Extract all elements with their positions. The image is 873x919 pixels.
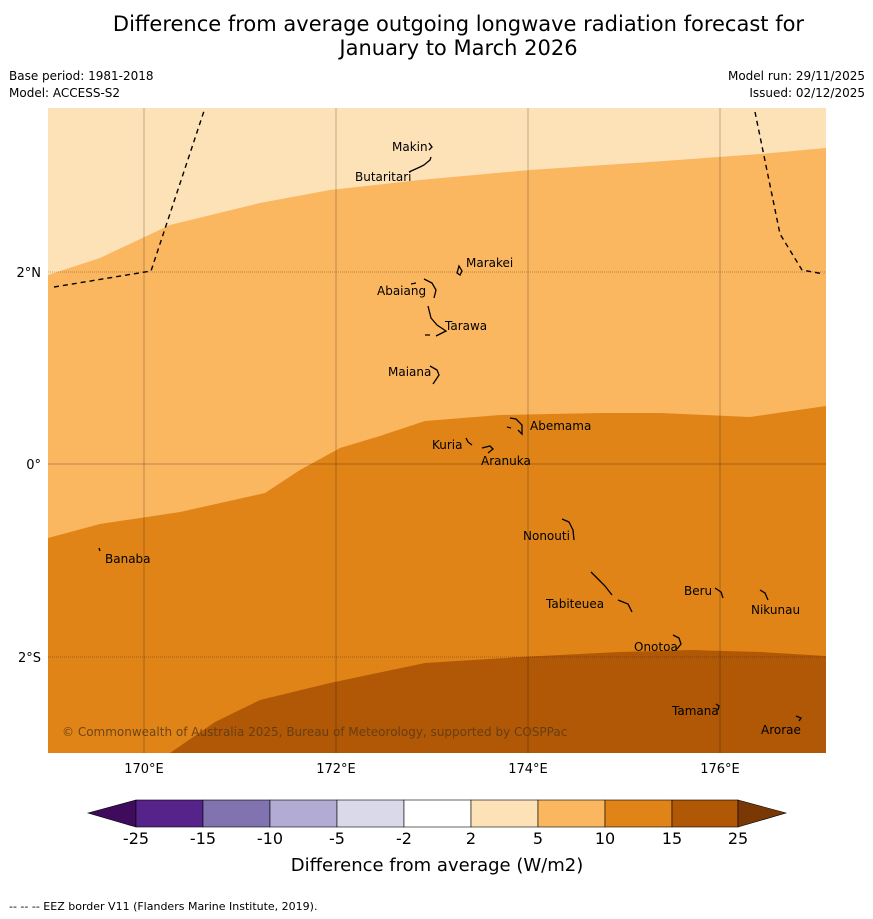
lat-label-2s: 2°S <box>18 651 41 666</box>
island-outlines <box>98 142 802 722</box>
lon-label-170e: 170°E <box>124 762 164 777</box>
colorbar-swatch-5 <box>403 799 472 828</box>
map-area: Makin Butaritari Marakei Abaiang Tarawa … <box>48 108 826 753</box>
eez-footnote: -- -- -- EEZ border V11 (Flanders Marine… <box>9 900 318 913</box>
island-label-tarawa: Tarawa <box>444 319 487 333</box>
island-shape-butaritari <box>408 156 432 173</box>
colorbar-legend: -25 -15 -10 -5 -2 2 5 10 15 25 Differenc… <box>86 799 788 876</box>
colorbar-tick: 5 <box>533 829 543 848</box>
island-label-abemama: Abemama <box>530 419 591 433</box>
colorbar-tick: -2 <box>396 829 412 848</box>
lon-label-174e: 174°E <box>508 762 548 777</box>
colorbar-swatch-8 <box>604 799 673 828</box>
island-label-butaritari: Butaritari <box>355 170 412 184</box>
colorbar-tick: -15 <box>190 829 216 848</box>
meta-right: Model run: 29/11/2025 Issued: 02/12/2025 <box>728 68 865 102</box>
meta-left: Base period: 1981-2018 Model: ACCESS-S2 <box>9 68 154 102</box>
island-label-onotoa: Onotoa <box>634 640 678 654</box>
island-shape-kuria <box>465 437 473 446</box>
colorbar-swatch-9 <box>671 799 739 828</box>
island-label-makin: Makin <box>392 140 428 154</box>
colorbar-swatch-6 <box>470 799 539 828</box>
island-label-maiana: Maiana <box>388 365 431 379</box>
colorbar-swatch-1 <box>135 799 204 828</box>
island-shape-tabiteuea <box>590 571 633 613</box>
colorbar-tick: 2 <box>466 829 476 848</box>
island-shape-makin <box>428 142 433 151</box>
colorbar-swatch-2 <box>202 799 271 828</box>
island-label-tamana: Tamana <box>671 704 719 718</box>
island-label-banaba: Banaba <box>105 552 151 566</box>
island-shape-nonouti <box>561 518 575 541</box>
band-15-to-25 <box>170 650 826 753</box>
island-shape-tarawa <box>425 305 448 337</box>
island-label-tabiteuea: Tabiteuea <box>545 597 604 611</box>
colorbar-tick: 10 <box>595 829 615 848</box>
colorbar-title: Difference from average (W/m2) <box>291 855 583 876</box>
island-shape-banaba <box>98 547 101 552</box>
island-label-kuria: Kuria <box>432 438 463 452</box>
island-shape-abaiang <box>410 278 437 299</box>
lat-label-0: 0° <box>26 458 41 473</box>
map-title: Difference from average outgoing longwav… <box>0 12 873 60</box>
colorbar-swatch-3 <box>269 799 338 828</box>
lat-label-2n: 2°N <box>17 266 42 281</box>
eez-border-east <box>754 111 825 275</box>
island-label-nonouti: Nonouti <box>523 529 570 543</box>
colorbar-extend-low <box>86 799 137 828</box>
axis-labels: 2°N 0° 2°S 170°E 172°E 174°E 176°E <box>17 266 740 777</box>
colorbar-tick: 25 <box>728 829 748 848</box>
graticule <box>48 108 826 753</box>
lon-label-172e: 172°E <box>316 762 356 777</box>
title-line-1: Difference from average outgoing longwav… <box>112 12 805 36</box>
colorbar-tick: 15 <box>662 829 682 848</box>
island-shape-maiana <box>429 365 440 385</box>
colorbar-extend-high <box>737 799 788 828</box>
lon-label-176e: 176°E <box>700 762 740 777</box>
island-shape-abemama <box>506 417 523 436</box>
island-shape-tamana <box>715 703 720 711</box>
colorbar-tick: -25 <box>123 829 149 848</box>
model-name: Model: ACCESS-S2 <box>9 86 121 100</box>
colorbar-swatch-4 <box>336 799 405 828</box>
colorbar-tick: -10 <box>257 829 283 848</box>
model-run: Model run: 29/11/2025 <box>727 69 865 83</box>
title-line-2: January to March 2026 <box>339 36 578 60</box>
island-label-abaiang: Abaiang <box>377 284 426 298</box>
colorbar-swatch-7 <box>537 799 606 828</box>
island-label-aranuka: Aranuka <box>481 454 531 468</box>
island-shape-beru <box>714 587 724 599</box>
colorbar-tick: -5 <box>329 829 345 848</box>
island-label-marakei: Marakei <box>466 256 513 270</box>
island-shape-arorae <box>795 715 802 722</box>
eez-border <box>53 108 825 288</box>
issued-date: Issued: 02/12/2025 <box>749 86 865 100</box>
island-shape-nikunau <box>759 589 769 601</box>
island-shape-aranuka <box>481 445 494 454</box>
colorbar-ticks: -25 -15 -10 -5 -2 2 5 10 15 25 <box>123 829 748 848</box>
island-label-arorae: Arorae <box>761 723 801 737</box>
island-label-nikunau: Nikunau <box>751 603 800 617</box>
base-period: Base period: 1981-2018 <box>9 69 154 83</box>
island-shape-onotoa <box>672 634 682 650</box>
island-labels: Makin Butaritari Marakei Abaiang Tarawa … <box>105 140 801 737</box>
island-shape-marakei <box>456 264 463 276</box>
island-label-beru: Beru <box>684 584 712 598</box>
copyright-notice: © Commonwealth of Australia 2025, Bureau… <box>62 725 567 739</box>
